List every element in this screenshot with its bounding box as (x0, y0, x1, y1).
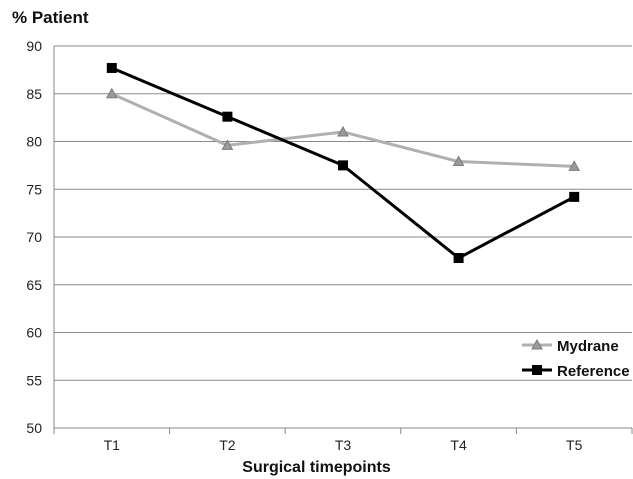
legend-label: Mydrane (557, 338, 619, 355)
y-tick-label: 60 (26, 325, 42, 341)
legend-marker-triangle (531, 338, 543, 350)
legend-label: Reference (557, 363, 630, 380)
x-tick-label: T1 (104, 437, 121, 453)
data-point-mydrane (337, 125, 349, 137)
y-tick-label: 75 (26, 181, 42, 197)
y-tick-label: 80 (26, 134, 42, 150)
data-point-mydrane (568, 160, 581, 171)
x-tick-label: T5 (566, 437, 583, 453)
x-tick-label: T3 (335, 437, 352, 453)
data-point-reference (338, 160, 348, 171)
x-axis-title: Surgical timepoints (242, 459, 391, 476)
data-point-reference (106, 62, 117, 73)
y-tick-label: 50 (26, 420, 42, 436)
x-tick-label: T2 (219, 437, 236, 453)
data-point-mydrane (105, 87, 118, 99)
y-tick-label: 85 (26, 86, 42, 102)
data-point-mydrane (452, 155, 465, 167)
data-point-reference (569, 191, 580, 202)
y-tick-label: 65 (26, 277, 42, 293)
y-tick-label: 55 (26, 372, 42, 388)
y-axis-title: % Patient (12, 8, 89, 27)
y-tick-label: 90 (26, 38, 42, 54)
y-tick-label: 70 (26, 229, 42, 245)
x-tick-label: T4 (450, 437, 467, 453)
data-point-reference (453, 253, 464, 264)
data-point-mydrane (221, 139, 234, 150)
legend-marker-square (532, 365, 542, 375)
data-point-reference (222, 111, 233, 122)
